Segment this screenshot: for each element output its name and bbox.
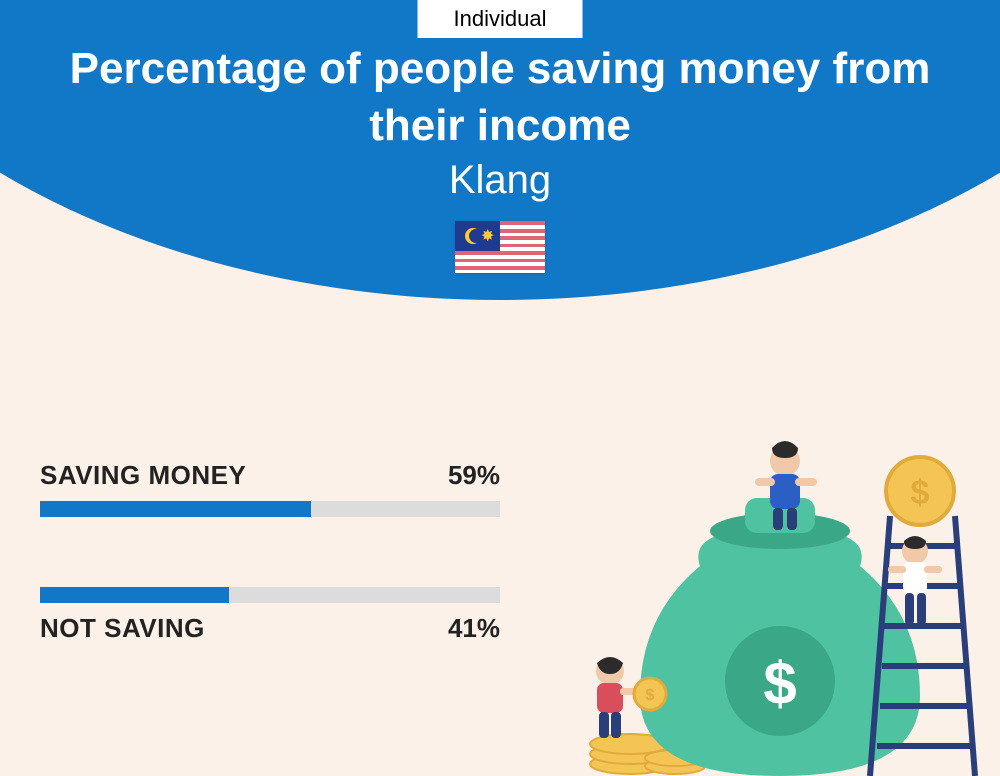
bars-section: SAVING MONEY 59% NOT SAVING 41% [40, 460, 500, 714]
category-badge: Individual [418, 0, 583, 38]
svg-text:$: $ [646, 687, 655, 704]
savings-illustration: $ $ [560, 436, 980, 776]
bar-group-saving: SAVING MONEY 59% [40, 460, 500, 517]
bar-fill [40, 587, 229, 603]
flag-icon: ✸ [455, 221, 545, 273]
bar-fill [40, 501, 311, 517]
svg-text:$: $ [763, 650, 796, 717]
bar-track [40, 587, 500, 603]
page-title: Percentage of people saving money from t… [0, 40, 1000, 154]
bar-percent: 41% [448, 613, 500, 644]
bar-track [40, 501, 500, 517]
coin-icon: $ [886, 457, 954, 525]
bar-group-notsaving: NOT SAVING 41% [40, 587, 500, 644]
bar-label: SAVING MONEY [40, 460, 246, 491]
bar-label: NOT SAVING [40, 613, 205, 644]
header-content: Percentage of people saving money from t… [0, 40, 1000, 273]
location-label: Klang [0, 158, 1000, 203]
svg-text:$: $ [911, 474, 930, 512]
bar-percent: 59% [448, 460, 500, 491]
